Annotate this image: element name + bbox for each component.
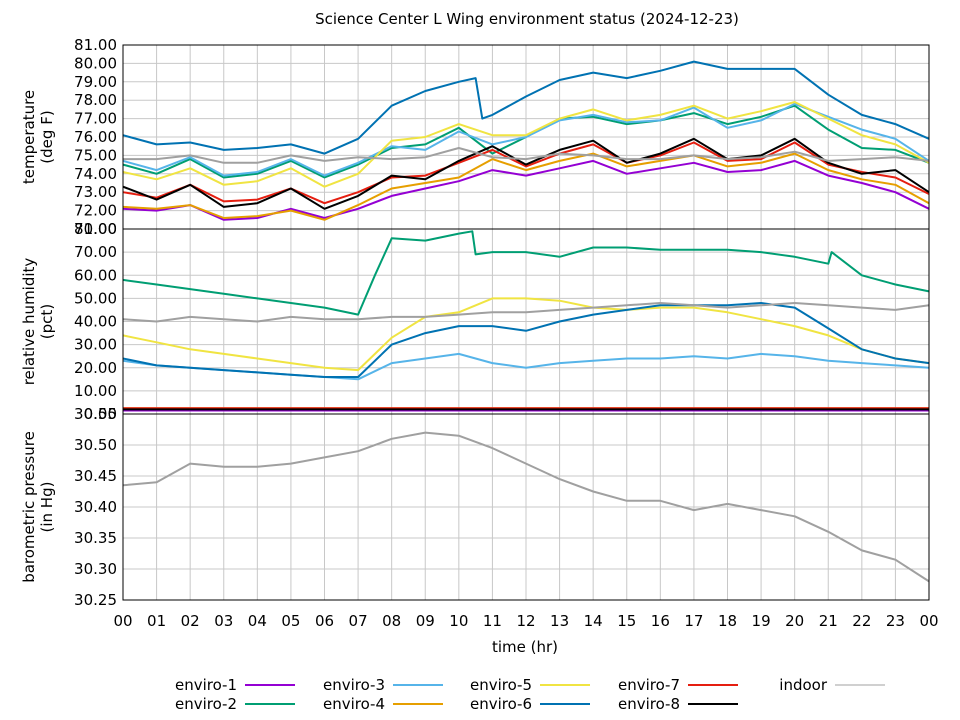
x-tick-label: 15 [617, 612, 636, 630]
x-tick-label: 20 [785, 612, 804, 630]
temperature-panel: 71.0072.0073.0074.0075.0076.0077.0078.00… [20, 36, 930, 238]
chart-title: Science Center L Wing environment status… [315, 10, 739, 28]
x-tick-label: 08 [382, 612, 401, 630]
humidity-y-tick-label: 40.00 [74, 313, 117, 331]
temperature-y-tick-label: 75.00 [74, 146, 117, 164]
x-tick-label: 12 [516, 612, 535, 630]
legend-label-enviro-6: enviro-6 [470, 695, 532, 713]
pressure-y-tick-label: 30.25 [74, 591, 117, 609]
humidity-series-indoor [122, 302, 930, 323]
temperature-series-enviro-3 [122, 102, 930, 177]
pressure-y-tick-label: 30.40 [74, 498, 117, 516]
x-tick-label: 07 [349, 612, 368, 630]
temperature-y-axis-title: temperature [20, 90, 38, 184]
x-tick-label: 01 [147, 612, 166, 630]
pressure-y-tick-label: 30.55 [74, 405, 117, 423]
pressure-y-axis-title: (in Hg) [38, 482, 56, 533]
humidity-panel: 0.00 10.00 20.00 30.00 40.00 50.00 60.00 70.00 8… [20, 220, 930, 423]
x-tick-label: 22 [852, 612, 871, 630]
pressure-y-tick-label: 30.50 [74, 436, 117, 454]
x-tick-label: 03 [214, 612, 233, 630]
humidity-y-tick-label: 0.00 [84, 405, 117, 423]
legend-label-enviro-4: enviro-4 [323, 695, 385, 713]
x-tick-label: 16 [651, 612, 670, 630]
pressure-panel: 30.25 30.30 30.35 30.40 30.45 30.50 30.55 barom… [20, 405, 930, 609]
x-tick-label: 11 [483, 612, 502, 630]
humidity-y-axis-title: (pct) [38, 304, 56, 339]
temperature-series-enviro-5 [122, 101, 930, 188]
x-tick-label: 00 [919, 612, 938, 630]
temperature-y-tick-label: 76.00 [74, 128, 117, 146]
temperature-series-enviro-8 [122, 137, 930, 210]
legend-label-enviro-1: enviro-1 [175, 676, 237, 694]
temperature-y-tick-label: 71.00 [74, 220, 117, 238]
humidity-y-tick-label: 80.00 [74, 220, 117, 238]
legend-label-indoor: indoor [779, 676, 828, 694]
pressure-y-tick-label: 30.35 [74, 529, 117, 547]
humidity-y-tick-label: 60.00 [74, 266, 117, 284]
x-tick-label: 09 [416, 612, 435, 630]
x-tick-label: 19 [752, 612, 771, 630]
humidity-y-tick-label: 50.00 [74, 289, 117, 307]
legend-label-enviro-5: enviro-5 [470, 676, 532, 694]
temperature-y-tick-label: 80.00 [74, 54, 117, 72]
x-axis-title: time (hr) [492, 638, 558, 656]
humidity-series-enviro-6 [122, 302, 930, 378]
legend-label-enviro-3: enviro-3 [323, 676, 385, 694]
humidity-y-tick-label: 70.00 [74, 243, 117, 261]
x-tick-label: 21 [819, 612, 838, 630]
legend-label-enviro-7: enviro-7 [618, 676, 680, 694]
x-tick-label: 14 [584, 612, 603, 630]
temperature-series-enviro-7 [122, 141, 930, 205]
pressure-y-axis-title: barometric pressure [20, 431, 38, 583]
x-tick-label: 10 [449, 612, 468, 630]
x-tick-label: 23 [886, 612, 905, 630]
humidity-y-axis-title: relative humidity [20, 258, 38, 386]
temperature-y-tick-label: 74.00 [74, 165, 117, 183]
pressure-y-tick-label: 30.30 [74, 560, 117, 578]
x-tick-label: 18 [718, 612, 737, 630]
x-axis: 00 01 02 03 04 05 06 07 08 09 10 11 12 13 14 15 16 17 18 19… [113, 612, 938, 630]
x-tick-label: 17 [684, 612, 703, 630]
temperature-y-tick-label: 78.00 [74, 91, 117, 109]
x-tick-label: 05 [281, 612, 300, 630]
legend-label-enviro-8: enviro-8 [618, 695, 680, 713]
pressure-series-indoor [122, 431, 930, 583]
humidity-series-enviro-2 [122, 230, 930, 316]
x-tick-label: 04 [248, 612, 267, 630]
humidity-y-tick-label: 30.00 [74, 336, 117, 354]
pressure-y-tick-label: 30.45 [74, 467, 117, 485]
x-tick-label: 13 [550, 612, 569, 630]
humidity-y-tick-label: 10.00 [74, 382, 117, 400]
temperature-series-enviro-6 [122, 60, 930, 155]
pressure-frame [122, 413, 930, 601]
temperature-series-enviro-4 [122, 152, 930, 221]
x-tick-label: 06 [315, 612, 334, 630]
x-tick-label: 00 [113, 612, 132, 630]
temperature-y-tick-label: 72.00 [74, 202, 117, 220]
temperature-series-enviro-1 [122, 159, 930, 221]
temperature-y-tick-label: 79.00 [74, 73, 117, 91]
temperature-y-tick-label: 77.00 [74, 110, 117, 128]
legend-label-enviro-2: enviro-2 [175, 695, 237, 713]
humidity-series-enviro-5 [122, 297, 930, 372]
temperature-series-indoor [123, 147, 930, 164]
x-tick-label: 02 [181, 612, 200, 630]
temperature-y-axis-title: (deg F) [38, 110, 56, 163]
temperature-y-tick-label: 73.00 [74, 183, 117, 201]
temperature-y-tick-label: 81.00 [74, 36, 117, 54]
humidity-y-tick-label: 20.00 [74, 359, 117, 377]
